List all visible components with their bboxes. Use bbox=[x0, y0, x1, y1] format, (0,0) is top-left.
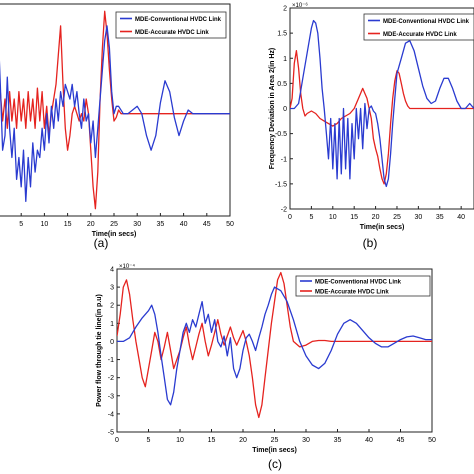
chart-b: 0 5 10 15 20 25 30 35 40 -2 -1.5 -1 -0.5 0 0.5 1 1.5 2 ×10… bbox=[269, 2, 474, 231]
y-tick-label: -4 bbox=[108, 411, 114, 418]
y-tick-label: 0 bbox=[283, 106, 287, 113]
axis-multiplier: ×10⁻⁶ bbox=[292, 2, 308, 9]
panel-label-b: (b) bbox=[363, 236, 378, 250]
x-tick-label: 5 bbox=[309, 214, 313, 221]
x-tick-label: 10 bbox=[176, 437, 184, 444]
y-tick-label: -1 bbox=[281, 156, 287, 163]
y-tick-label: 1.5 bbox=[277, 31, 287, 38]
series-line bbox=[290, 19, 474, 188]
y-tick-label: 3 bbox=[110, 285, 114, 292]
x-tick-label: 15 bbox=[350, 214, 358, 221]
y-tick-label: -1 bbox=[108, 357, 114, 364]
y-tick-label: 2 bbox=[110, 303, 114, 310]
x-tick-label: 30 bbox=[133, 221, 141, 228]
panel-label-c: (c) bbox=[268, 457, 282, 471]
legend-box bbox=[115, 11, 227, 39]
legend-label: MDE-Accurate HVDC Link bbox=[383, 32, 457, 38]
chart-a: 05101520253035404550Time(in secs)MDE-Con… bbox=[0, 3, 234, 238]
y-tick-label: 0 bbox=[110, 339, 114, 346]
legend-label: MDE-Accurate HVDC Link bbox=[135, 30, 209, 36]
x-tick-label: 35 bbox=[334, 437, 342, 444]
x-tick-label: 40 bbox=[180, 221, 188, 228]
x-tick-label: 30 bbox=[302, 437, 310, 444]
x-tick-label: 0 bbox=[115, 437, 119, 444]
series-line bbox=[117, 271, 432, 419]
y-tick-label: 1 bbox=[283, 56, 287, 63]
y-tick-label: -2 bbox=[281, 207, 287, 214]
x-tick-label: 25 bbox=[393, 214, 401, 221]
x-tick-label: 45 bbox=[397, 437, 405, 444]
x-tick-label: 40 bbox=[457, 214, 465, 221]
x-tick-label: 10 bbox=[329, 214, 337, 221]
series-line bbox=[0, 10, 230, 210]
y-tick-label: 1 bbox=[110, 321, 114, 328]
x-tick-label: 15 bbox=[208, 437, 216, 444]
x-tick-label: 15 bbox=[64, 221, 72, 228]
y-tick-label: -1.5 bbox=[275, 181, 287, 188]
x-tick-label: 50 bbox=[428, 437, 436, 444]
x-tick-label: 40 bbox=[365, 437, 373, 444]
x-tick-label: 10 bbox=[41, 221, 49, 228]
x-tick-label: 35 bbox=[157, 221, 165, 228]
x-tick-label: 30 bbox=[414, 214, 422, 221]
x-tick-label: 5 bbox=[19, 221, 23, 228]
x-tick-label: 50 bbox=[226, 221, 234, 228]
x-tick-label: 5 bbox=[147, 437, 151, 444]
legend-label: MDE-Accurate HVDC Link bbox=[315, 289, 389, 295]
y-tick-label: -0.5 bbox=[275, 131, 287, 138]
chart-c: 0 5 10 15 20 25 30 35 40 45 50 -5 -4 -3 -2 -1 0 1 2 3 4 ×10⁻⁴… bbox=[96, 263, 436, 454]
x-tick-label: 20 bbox=[372, 214, 380, 221]
legend-box bbox=[295, 275, 431, 297]
series-group-a bbox=[0, 10, 230, 210]
x-tick-label: 25 bbox=[271, 437, 279, 444]
x-axis-label: Time(in secs) bbox=[360, 224, 405, 231]
legend-label: MDE-Conventional HVDC Link bbox=[383, 19, 470, 25]
legend-label: MDE-Conventional HVDC Link bbox=[315, 279, 402, 285]
y-tick-label: 2 bbox=[283, 6, 287, 13]
legend-box bbox=[363, 13, 474, 41]
axis-multiplier: ×10⁻⁴ bbox=[119, 263, 135, 270]
x-tick-label: 20 bbox=[87, 221, 95, 228]
series-line bbox=[290, 50, 474, 185]
x-tick-label: 20 bbox=[239, 437, 247, 444]
panel-label-a: (a) bbox=[94, 236, 109, 250]
y-tick-label: 0.5 bbox=[277, 81, 287, 88]
x-tick-label: 25 bbox=[110, 221, 118, 228]
y-axis-label: Frequency Deviation in Area 2(in Hz) bbox=[269, 48, 276, 170]
legend-label: MDE-Conventional HVDC Link bbox=[135, 17, 222, 23]
series-group-b bbox=[290, 19, 474, 188]
series-line bbox=[0, 25, 230, 203]
x-tick-label: 45 bbox=[203, 221, 211, 228]
x-tick-label: 35 bbox=[436, 214, 444, 221]
x-axis-label: Time(in secs) bbox=[252, 447, 297, 454]
y-tick-label: -2 bbox=[108, 375, 114, 382]
series-line bbox=[117, 286, 432, 406]
series-group-c bbox=[117, 271, 432, 419]
y-axis-label: Power flow through tie line(in p.u) bbox=[96, 294, 103, 407]
y-tick-label: -3 bbox=[108, 393, 114, 400]
y-tick-label: -5 bbox=[108, 430, 114, 437]
x-tick-label: 0 bbox=[288, 214, 292, 221]
x-axis-label: Time(in secs) bbox=[92, 231, 137, 238]
y-tick-label: 4 bbox=[110, 267, 114, 274]
